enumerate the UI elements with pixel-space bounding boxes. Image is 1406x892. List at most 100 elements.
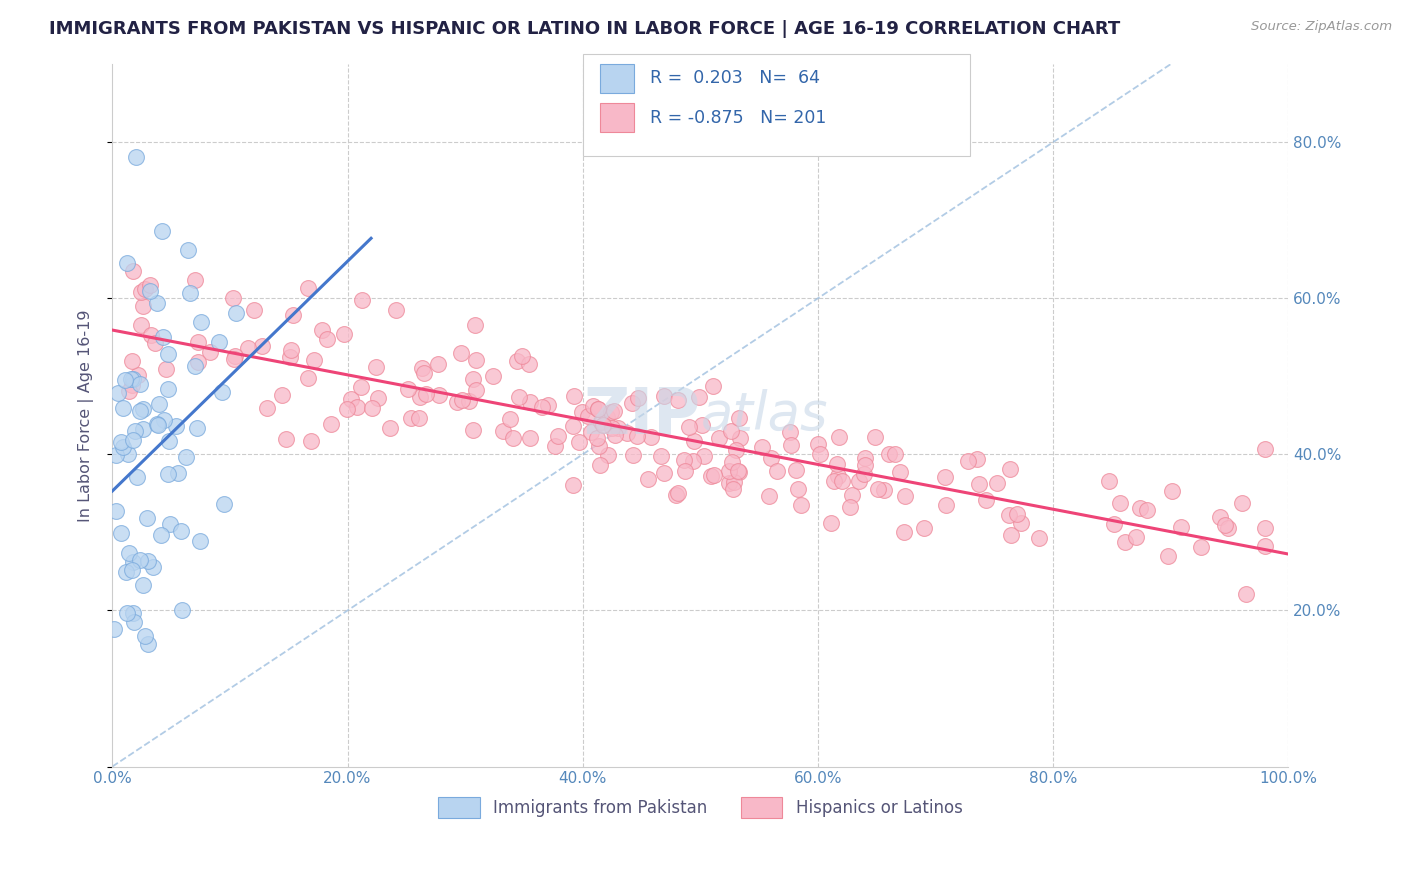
Point [966,451,988,466]
Point [586,401,609,416]
Point [1114,535,1136,549]
Point [1254,539,1277,553]
Point [1102,517,1125,532]
Point [281,308,304,322]
Point [1135,502,1157,516]
Point [828,430,851,444]
Point [157,382,180,396]
Point [129,552,152,566]
Point [596,449,619,463]
Point [242,303,264,318]
Point [808,447,831,461]
Point [616,426,638,441]
Point [211,385,233,400]
Point [139,277,162,292]
Point [145,417,167,431]
Point [463,423,485,437]
Point [136,637,159,651]
Point [186,421,208,435]
Point [758,490,780,504]
Point [121,606,143,620]
Point [728,411,751,425]
Point [121,563,143,577]
Point [121,264,143,278]
Point [585,431,607,445]
Point [396,382,419,396]
Point [935,499,957,513]
Point [537,398,560,412]
Point [827,468,849,483]
Point [703,468,725,483]
Point [132,299,155,313]
Point [124,424,146,438]
Point [823,474,845,488]
Point [682,434,704,448]
Point [127,368,149,383]
Point [544,439,567,453]
Point [378,420,401,434]
Point [105,448,128,462]
Point [596,409,619,424]
Y-axis label: In Labor Force | Age 16-19: In Labor Force | Age 16-19 [79,309,94,522]
Point [350,380,373,394]
Point [457,393,479,408]
Point [807,437,830,451]
Point [759,450,782,465]
Point [427,387,450,401]
Point [603,404,626,418]
Point [271,388,294,402]
Point [115,607,138,621]
Point [190,315,212,329]
Point [848,474,870,488]
Point [512,349,534,363]
Point [678,419,700,434]
Point [297,370,319,384]
Point [128,377,150,392]
Point [159,516,181,531]
Point [148,417,170,432]
Point [117,447,139,461]
Point [1157,549,1180,564]
Point [111,440,134,454]
Point [1234,587,1257,601]
Point [463,372,485,386]
Point [129,404,152,418]
Point [787,482,810,496]
Point [198,345,221,359]
Point [1028,531,1050,545]
Point [464,318,486,332]
Point [450,346,472,360]
Point [384,302,406,317]
Point [728,431,751,445]
Point [853,458,876,472]
Point [721,482,744,496]
Point [1000,527,1022,541]
Point [121,354,143,368]
Point [779,438,801,452]
Point [699,468,721,483]
Point [401,411,423,425]
Point [187,355,209,369]
Point [121,378,143,392]
Point [779,425,801,439]
Point [148,396,170,410]
Point [690,418,713,433]
Point [866,483,889,497]
Point [519,394,541,409]
Point [250,338,273,352]
Point [139,328,162,343]
Point [224,349,246,363]
Point [256,401,278,415]
Point [790,498,813,512]
Point [155,362,177,376]
Point [482,368,505,383]
Point [184,273,207,287]
Point [727,464,749,478]
Point [717,464,740,478]
Text: R =  0.203   N=  64: R = 0.203 N= 64 [650,70,820,87]
Point [426,357,449,371]
Point [579,425,602,439]
Point [465,384,488,398]
Point [831,474,853,488]
Point [1232,496,1254,510]
